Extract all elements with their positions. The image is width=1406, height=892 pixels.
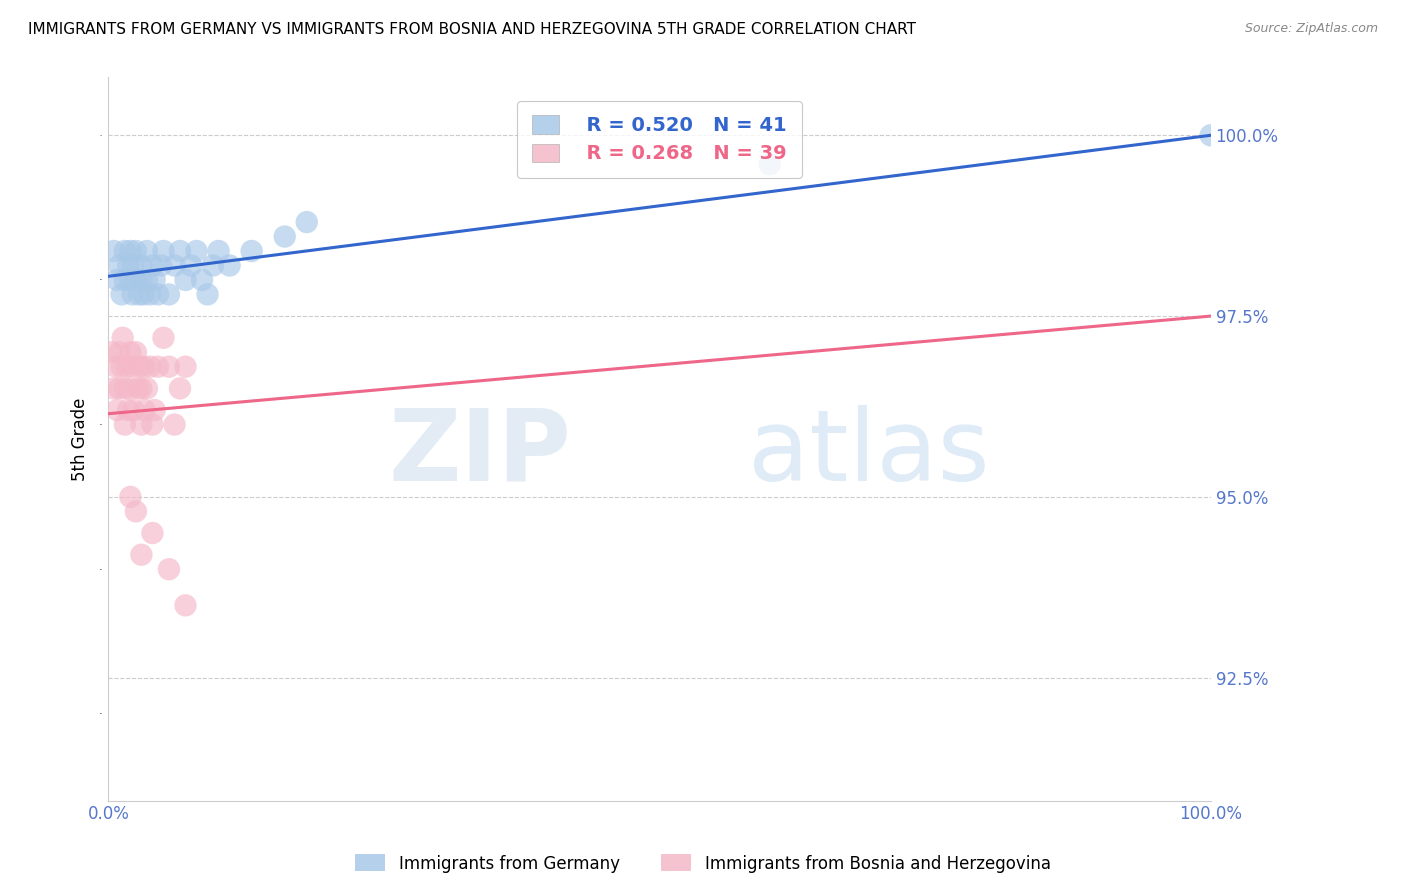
Point [114,381,136,395]
Point [143,403,166,417]
Point [273,229,295,244]
Point [163,417,186,432]
Point [197,287,219,301]
Point [120,490,142,504]
Point [135,244,157,258]
Point [128,287,150,301]
Point [152,331,174,345]
Point [114,244,136,258]
Point [115,359,138,374]
Point [146,287,169,301]
Text: IMMIGRANTS FROM GERMANY VS IMMIGRANTS FROM BOSNIA AND HERZEGOVINA 5TH GRADE CORR: IMMIGRANTS FROM GERMANY VS IMMIGRANTS FR… [28,22,917,37]
Legend: Immigrants from Germany, Immigrants from Bosnia and Herzegovina: Immigrants from Germany, Immigrants from… [349,847,1057,880]
Point [105,403,128,417]
Point [120,345,142,359]
Point [111,331,134,345]
Point [131,381,153,395]
Point [128,359,150,374]
Text: Source: ZipAtlas.com: Source: ZipAtlas.com [1244,22,1378,36]
Point [114,273,136,287]
Point [174,273,197,287]
Point [758,157,780,171]
Point [120,244,142,258]
Point [180,259,202,273]
Point [120,381,142,395]
Point [157,359,180,374]
Point [150,259,173,273]
Point [163,259,186,273]
Point [121,287,143,301]
Point [121,359,143,374]
Point [207,244,229,258]
Point [174,599,197,613]
Legend:   R = 0.520   N = 41,   R = 0.268   N = 39: R = 0.520 N = 41, R = 0.268 N = 39 [517,101,801,178]
Point [186,244,208,258]
Point [120,273,142,287]
Point [134,403,156,417]
Text: atlas: atlas [748,405,990,502]
Point [191,273,214,287]
Point [157,287,180,301]
Point [141,259,163,273]
Point [117,403,139,417]
Point [125,273,148,287]
Point [295,215,318,229]
Point [105,359,128,374]
Point [108,381,131,395]
Y-axis label: 5th Grade: 5th Grade [72,397,89,481]
Point [169,381,191,395]
Point [152,244,174,258]
Point [108,259,131,273]
Point [139,287,162,301]
Point [139,359,162,374]
Point [125,504,148,518]
Point [110,359,132,374]
Point [125,345,148,359]
Point [121,259,143,273]
Point [1199,128,1222,143]
Point [169,244,191,258]
Point [135,273,157,287]
Point [131,259,153,273]
Point [218,259,240,273]
Point [103,244,125,258]
Point [141,417,163,432]
Point [110,287,132,301]
Point [132,287,155,301]
Point [105,273,128,287]
Point [202,259,225,273]
Point [114,417,136,432]
Point [125,244,148,258]
Point [141,526,163,541]
Point [122,403,145,417]
Text: ZIP: ZIP [388,405,571,502]
Point [127,381,149,395]
Point [100,345,122,359]
Point [157,562,180,576]
Point [240,244,263,258]
Point [103,381,125,395]
Point [174,359,197,374]
Point [131,273,153,287]
Point [117,259,139,273]
Point [143,273,166,287]
Point [132,359,155,374]
Point [108,345,131,359]
Point [146,359,169,374]
Point [131,417,153,432]
Point [131,548,153,562]
Point [135,381,157,395]
